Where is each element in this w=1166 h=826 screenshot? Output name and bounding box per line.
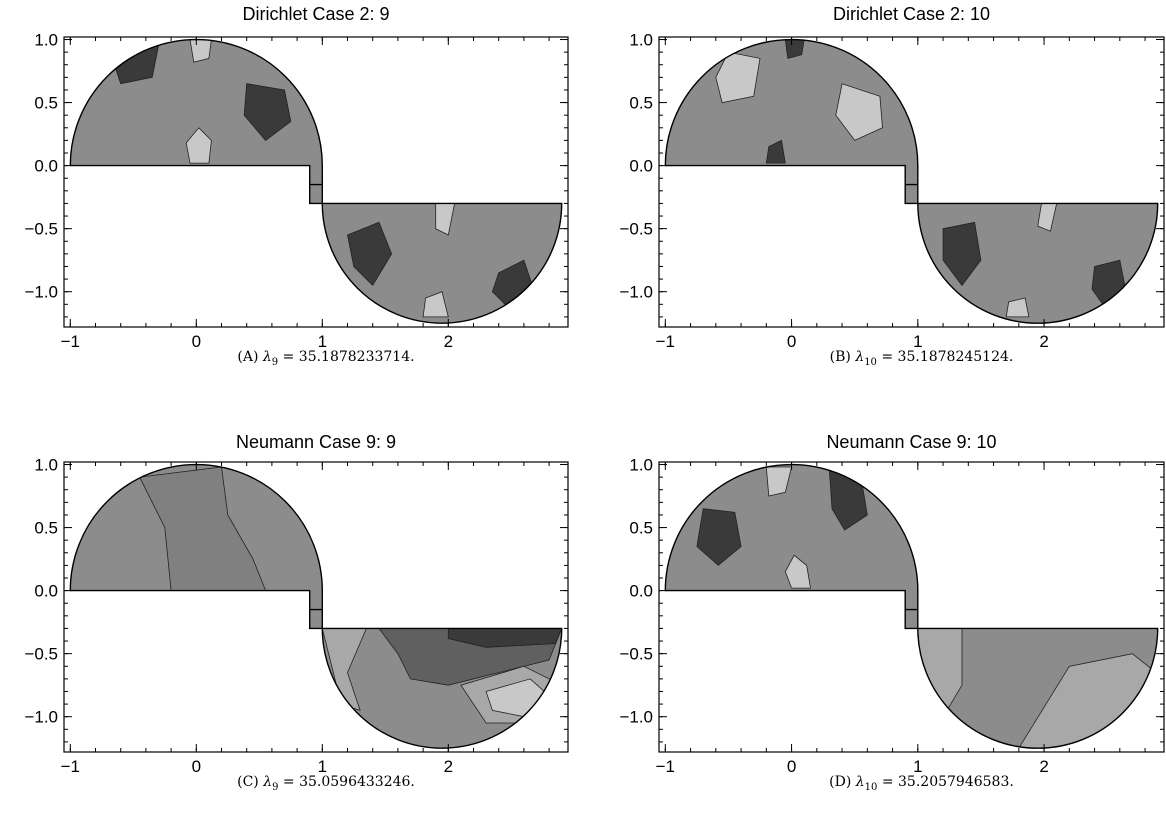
y-tick-label: −0.5 xyxy=(619,645,653,664)
caption-subscript: 10 xyxy=(864,357,877,368)
y-tick-label: −1.0 xyxy=(24,708,58,727)
axis-frame xyxy=(658,461,1165,753)
domain-outline xyxy=(664,463,1159,749)
x-tick-label: 1 xyxy=(913,332,922,351)
caption-label: (C) xyxy=(237,774,263,790)
y-tick-label: 0.0 xyxy=(34,582,58,601)
x-tick-label: 2 xyxy=(444,757,453,776)
y-tick-label: −0.5 xyxy=(619,220,653,239)
y-tick-label: 0.0 xyxy=(629,157,653,176)
x-tick-label: 0 xyxy=(192,332,201,351)
contour-region-1 xyxy=(696,508,742,566)
contour-region-7 xyxy=(1005,297,1030,318)
chart-caption: (B) λ10 = 35.1878245124. xyxy=(830,349,1014,368)
caption-value: = 35.1878233714. xyxy=(278,349,414,365)
contour-region-1 xyxy=(138,466,267,591)
chart-title: Dirichlet Case 2: 10 xyxy=(833,4,990,24)
caption-symbol: λ xyxy=(855,774,865,790)
chart-caption: (A) λ9 = 35.1878233714. xyxy=(237,349,414,368)
contour-regions xyxy=(113,39,537,318)
caption-subscript: 10 xyxy=(865,782,878,793)
y-tick-label: −0.5 xyxy=(24,645,58,664)
x-tick-label: −1 xyxy=(61,757,80,776)
domain-fill xyxy=(665,464,1158,749)
contour-region-4 xyxy=(243,83,292,141)
y-tick-label: 0.0 xyxy=(34,157,58,176)
domain-fill xyxy=(665,39,1158,324)
contour-region-1 xyxy=(715,51,761,104)
caption-label: (A) xyxy=(237,349,262,365)
chart-panel-2: Dirichlet Case 2: 10 −1 0 1 2 1.0 0.5 0.0 −0.5 −1… xyxy=(619,4,1165,368)
chart-title: Neumann Case 9: 9 xyxy=(236,432,396,452)
y-tick-label: 1.0 xyxy=(629,456,653,475)
caption-symbol: λ xyxy=(262,774,272,790)
x-tick-label: 1 xyxy=(913,757,922,776)
axis-frame xyxy=(63,461,569,753)
contour-region-3 xyxy=(784,554,811,589)
x-tick-label: 1 xyxy=(318,332,327,351)
y-tick-label: 0.0 xyxy=(629,582,653,601)
y-tick-label: −1.0 xyxy=(619,283,653,302)
x-tick-label: 0 xyxy=(787,757,796,776)
caption-value: = 35.0596433246. xyxy=(278,774,414,790)
chart-caption: (C) λ9 = 35.0596433246. xyxy=(237,774,415,793)
y-tick-label: 1.0 xyxy=(34,456,58,475)
x-tick-label: 0 xyxy=(192,757,201,776)
chart-panel-3: Neumann Case 9: 9 −1 0 1 2 1.0 0.5 0.0 −0.5 −1.0 (… xyxy=(24,432,569,793)
caption-symbol: λ xyxy=(262,349,272,365)
x-tick-label: −1 xyxy=(656,332,675,351)
x-tick-label: −1 xyxy=(61,332,80,351)
axis-frame xyxy=(63,36,569,328)
caption-label: (D) xyxy=(829,774,856,790)
y-tick-label: 1.0 xyxy=(629,31,653,50)
caption-label: (B) xyxy=(830,349,856,365)
caption-subscript: 9 xyxy=(272,782,278,793)
domain-outline xyxy=(69,38,563,324)
chart-panel-4: Neumann Case 9: 10 −1 0 1 2 1.0 0.5 0.0 −0.5 −1.0… xyxy=(619,432,1165,793)
contour-region-7 xyxy=(422,291,449,318)
contour-region-2 xyxy=(765,466,793,497)
caption-symbol: λ xyxy=(854,349,864,365)
y-tick-label: 1.0 xyxy=(34,31,58,50)
chart-panel-1: Dirichlet Case 2: 9 −1 0 1 2 1.0 0.5 0.0 −0.5 −1.… xyxy=(24,4,569,368)
y-tick-label: 0.5 xyxy=(34,519,58,538)
contour-region-3 xyxy=(185,127,212,164)
x-tick-label: 2 xyxy=(1039,332,1048,351)
chart-caption: (D) λ10 = 35.2057946583. xyxy=(829,774,1014,793)
contour-region-2 xyxy=(189,39,212,63)
domain-fill xyxy=(70,39,562,324)
y-tick-label: −1.0 xyxy=(24,283,58,302)
contour-region-5 xyxy=(942,221,982,287)
contour-region-2 xyxy=(784,39,805,59)
contour-region-3 xyxy=(765,139,786,164)
contour-region-4 xyxy=(835,83,883,141)
y-tick-label: −1.0 xyxy=(619,708,653,727)
caption-value: = 35.1878245124. xyxy=(877,349,1013,365)
y-tick-label: 0.5 xyxy=(629,519,653,538)
caption-subscript: 9 xyxy=(272,357,278,368)
contour-regions xyxy=(138,466,562,724)
contour-region-5 xyxy=(347,221,393,287)
y-tick-label: 0.5 xyxy=(34,94,58,113)
x-tick-label: 2 xyxy=(1039,757,1048,776)
chart-title: Dirichlet Case 2: 9 xyxy=(242,4,389,24)
x-tick-label: −1 xyxy=(656,757,675,776)
axis-frame xyxy=(658,36,1165,328)
y-tick-label: 0.5 xyxy=(629,94,653,113)
y-tick-label: −0.5 xyxy=(24,220,58,239)
domain-outline xyxy=(69,463,563,749)
x-tick-label: 1 xyxy=(318,757,327,776)
x-tick-label: 2 xyxy=(444,332,453,351)
contour-regions xyxy=(696,466,1158,749)
x-tick-label: 0 xyxy=(787,332,796,351)
domain-outline xyxy=(664,38,1159,324)
chart-title: Neumann Case 9: 10 xyxy=(826,432,996,452)
caption-value: = 35.2057946583. xyxy=(877,774,1013,790)
